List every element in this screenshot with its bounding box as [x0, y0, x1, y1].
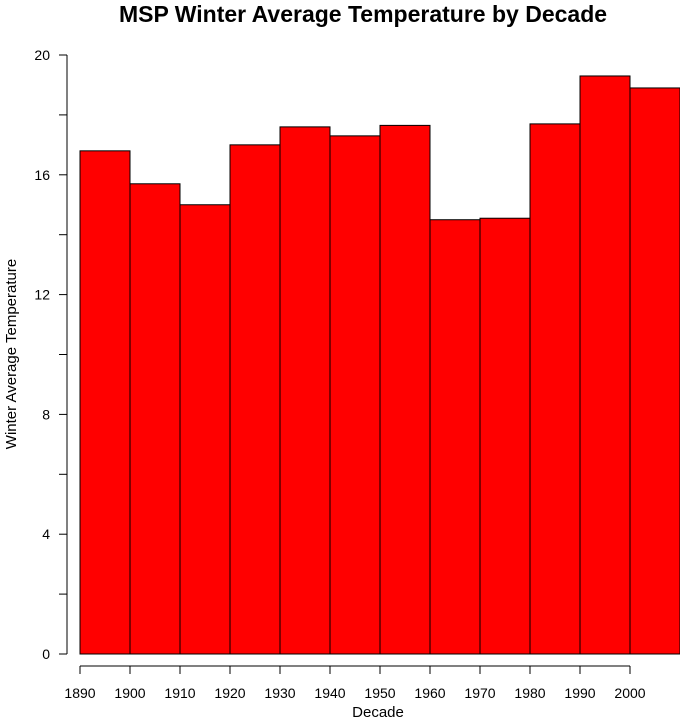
y-tick-label-20: 20	[34, 47, 50, 63]
bar-1910	[179, 204, 231, 655]
x-tick-label-1950: 1950	[364, 685, 395, 701]
x-tick-label-1980: 1980	[514, 685, 545, 701]
y-tick-label-12: 12	[34, 287, 50, 303]
bar-1940	[329, 135, 381, 655]
x-tick-label-1930: 1930	[264, 685, 295, 701]
bar-1970	[479, 217, 531, 655]
bar-1960	[429, 219, 481, 655]
x-tick-label-1910: 1910	[164, 685, 195, 701]
x-tick-label-1960: 1960	[414, 685, 445, 701]
y-tick-label-0: 0	[42, 646, 50, 662]
bars-group	[79, 75, 680, 655]
x-tick-label-1970: 1970	[464, 685, 495, 701]
bar-1930	[279, 126, 331, 655]
bar-1890	[79, 150, 131, 655]
y-tick-label-16: 16	[34, 167, 50, 183]
x-tick-label-1940: 1940	[314, 685, 345, 701]
bar-1900	[129, 183, 181, 655]
x-tick-label-1920: 1920	[214, 685, 245, 701]
bar-1950	[379, 124, 431, 655]
y-tick-label-8: 8	[42, 406, 50, 422]
y-axis: 0 4 8 12 16 20	[34, 47, 68, 662]
x-tick-label-1890: 1890	[64, 685, 95, 701]
x-tick-label-1900: 1900	[114, 685, 145, 701]
x-axis-label: Decade	[352, 704, 404, 721]
bar-1920	[229, 144, 281, 655]
y-tick-label-4: 4	[42, 526, 50, 542]
x-tick-label-2000: 2000	[614, 685, 645, 701]
bar-1990	[579, 75, 631, 655]
y-axis-label: Winter Average Temperature	[3, 259, 20, 449]
chart-title: MSP Winter Average Temperature by Decade	[119, 1, 607, 27]
x-axis: 1890 1900 1910 1920 1930 1940 1950 1960 1970 1980…	[64, 665, 646, 701]
bar-1980	[529, 123, 581, 655]
x-tick-label-1990: 1990	[564, 685, 595, 701]
bar-2000	[629, 87, 680, 655]
